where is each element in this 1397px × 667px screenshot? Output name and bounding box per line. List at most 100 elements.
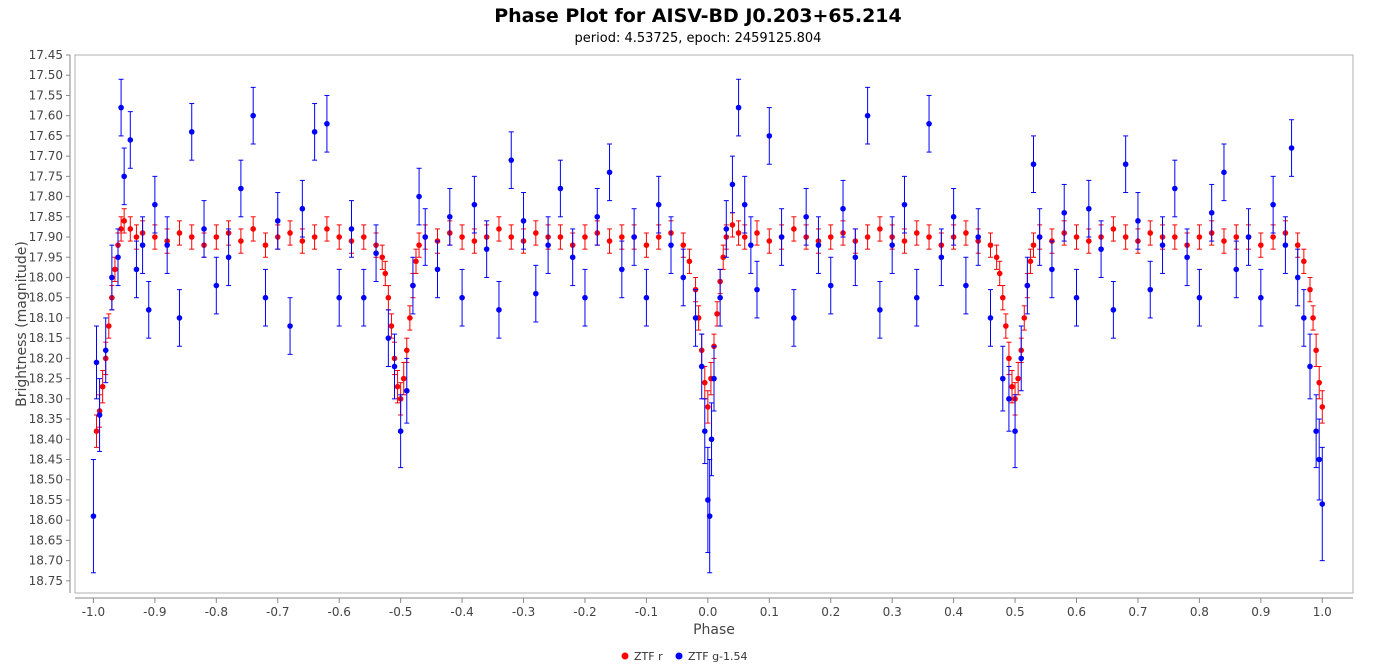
y-tick-label: 18.20 <box>29 351 63 365</box>
y-tick-label: 18.55 <box>29 493 63 507</box>
data-point <box>133 234 140 240</box>
legend-marker-ztf-r <box>621 652 629 660</box>
data-point <box>901 238 908 244</box>
data-point <box>708 436 715 443</box>
data-point <box>164 242 170 248</box>
chart-title: Phase Plot for AISV-BD J0.203+65.214 <box>494 5 902 27</box>
data-point <box>102 347 109 354</box>
data-point <box>379 254 386 261</box>
x-tick-label: -0.6 <box>327 605 350 619</box>
y-tick-label: 17.65 <box>29 129 63 143</box>
data-point <box>766 133 773 139</box>
y-tick-label: 17.95 <box>29 250 63 264</box>
data-point <box>1024 282 1031 289</box>
data-point <box>250 112 256 119</box>
data-point <box>262 242 269 248</box>
data-point <box>741 234 748 240</box>
data-point <box>1282 242 1289 248</box>
x-tick-label: 0.8 <box>1190 605 1209 619</box>
series-layer <box>90 78 1326 574</box>
data-point <box>643 242 650 248</box>
data-point <box>1061 209 1068 216</box>
y-tick-label: 18.10 <box>29 311 63 325</box>
data-point <box>324 226 330 232</box>
data-point <box>1122 161 1129 168</box>
data-point <box>459 294 465 301</box>
data-point <box>176 230 183 236</box>
data-point <box>188 234 195 240</box>
data-point <box>311 234 318 240</box>
data-point <box>1147 286 1154 293</box>
y-tick-label: 18.50 <box>29 473 63 487</box>
data-point <box>996 270 1003 277</box>
data-point <box>1319 404 1326 410</box>
data-point <box>1015 375 1021 382</box>
data-point <box>105 323 112 329</box>
data-point <box>1030 242 1037 248</box>
data-point <box>606 238 613 244</box>
data-point <box>631 234 637 240</box>
data-point <box>311 129 318 135</box>
x-tick-label: 0.7 <box>1128 605 1147 619</box>
data-point <box>1018 355 1025 362</box>
y-tick-label: 18.75 <box>29 574 63 588</box>
data-point <box>729 222 736 228</box>
data-point <box>701 428 708 434</box>
data-point <box>963 282 969 289</box>
legend-label-ztf-g: ZTF g-1.54 <box>688 650 748 663</box>
data-point <box>250 226 256 232</box>
data-point <box>754 230 760 236</box>
data-point <box>1301 315 1307 321</box>
data-point <box>496 226 502 232</box>
data-point <box>1085 238 1092 244</box>
data-point <box>287 230 293 236</box>
x-tick-label: -0.4 <box>450 605 473 619</box>
y-ticks: 17.45 17.50 17.55 17.60 17.65 17.70 17.75 17.80… <box>29 48 70 588</box>
data-point <box>913 230 920 236</box>
data-point <box>508 157 515 163</box>
data-point <box>993 254 1000 261</box>
data-point <box>668 242 674 248</box>
plot-area <box>74 54 1354 594</box>
data-point <box>1036 234 1043 240</box>
data-point <box>1307 286 1313 293</box>
data-point <box>680 274 687 281</box>
x-tick-label: -0.5 <box>389 605 412 619</box>
data-point <box>416 193 422 200</box>
legend: ZTF r ZTF g-1.54 <box>621 650 748 663</box>
data-point <box>714 311 720 317</box>
data-point <box>815 242 822 248</box>
data-point <box>93 359 100 366</box>
data-point <box>1221 238 1227 244</box>
x-tick-label: 0.4 <box>944 605 963 619</box>
y-tick-label: 17.50 <box>29 68 63 82</box>
data-point <box>520 218 527 224</box>
data-point <box>754 286 760 293</box>
data-point <box>1196 234 1203 240</box>
data-point <box>416 242 422 248</box>
data-point <box>413 258 419 265</box>
data-point <box>1110 307 1117 313</box>
data-point <box>950 214 957 220</box>
data-point <box>594 214 601 220</box>
x-tick-label: 0.0 <box>698 605 717 619</box>
data-point <box>336 234 343 240</box>
data-point <box>692 315 699 321</box>
data-point <box>360 294 367 301</box>
data-point <box>655 201 662 208</box>
data-point <box>1233 266 1240 273</box>
data-point <box>109 274 115 281</box>
data-point <box>403 387 410 394</box>
data-point <box>360 234 367 240</box>
data-point <box>385 294 392 301</box>
data-point <box>112 266 118 273</box>
data-point <box>391 363 398 370</box>
data-point <box>686 258 693 265</box>
data-point <box>1172 185 1178 192</box>
data-point <box>1110 226 1117 232</box>
data-point <box>877 226 883 232</box>
data-point <box>96 412 103 418</box>
data-point <box>422 234 429 240</box>
data-point <box>403 347 410 354</box>
data-point <box>287 323 293 329</box>
